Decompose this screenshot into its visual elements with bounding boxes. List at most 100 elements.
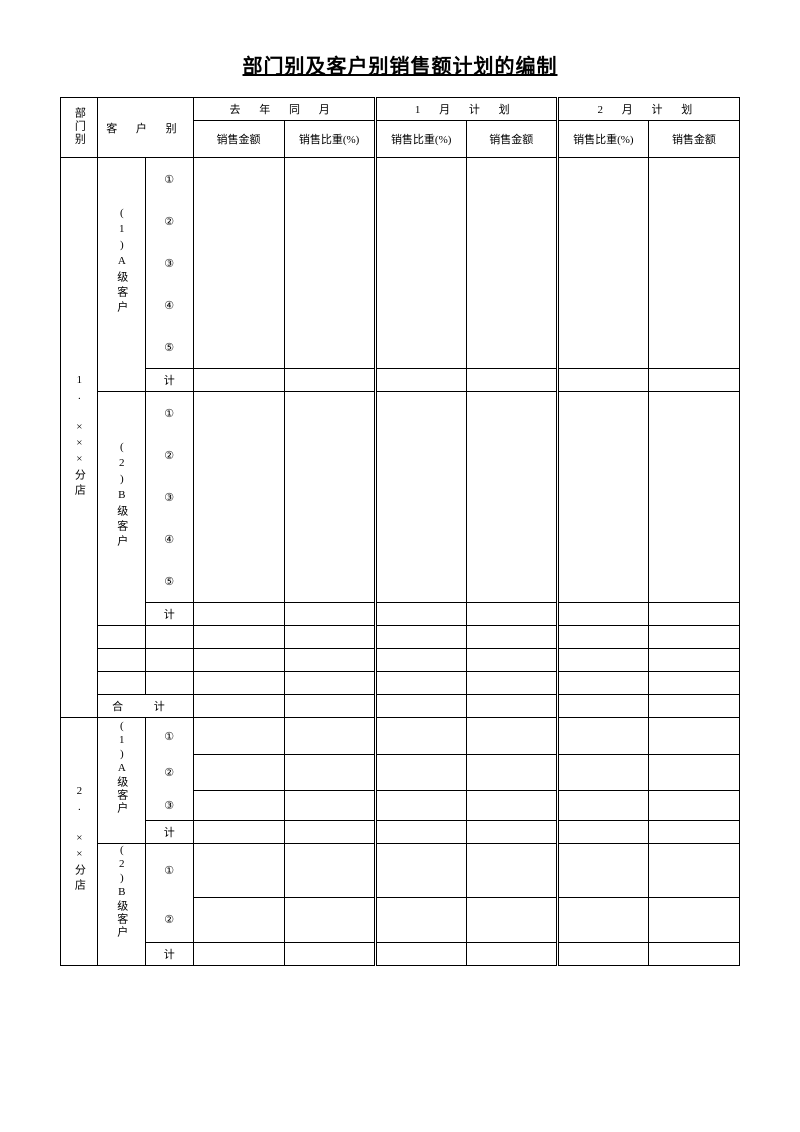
cell bbox=[375, 626, 466, 649]
cell bbox=[193, 392, 284, 603]
cell bbox=[145, 626, 193, 649]
cell bbox=[375, 942, 466, 965]
cell bbox=[466, 942, 557, 965]
cell bbox=[375, 844, 466, 898]
cell bbox=[284, 158, 375, 369]
list-item: ① bbox=[145, 844, 193, 898]
cell bbox=[466, 718, 557, 755]
cell bbox=[466, 158, 557, 369]
cell bbox=[375, 897, 466, 942]
cell bbox=[375, 392, 466, 603]
cell bbox=[466, 790, 557, 821]
cell bbox=[284, 695, 375, 718]
list-item: ① bbox=[145, 718, 193, 755]
list-item: ③ bbox=[145, 242, 193, 284]
cell bbox=[466, 626, 557, 649]
cell bbox=[557, 821, 648, 844]
cell bbox=[375, 790, 466, 821]
cell bbox=[648, 369, 739, 392]
cell bbox=[466, 897, 557, 942]
cell bbox=[648, 649, 739, 672]
cell bbox=[375, 754, 466, 790]
subtotal: 计 bbox=[145, 942, 193, 965]
cell bbox=[284, 369, 375, 392]
cell bbox=[193, 718, 284, 755]
header-last-year: 去 年 同 月 bbox=[193, 98, 375, 121]
header-amount: 销售金额 bbox=[466, 121, 557, 158]
cell bbox=[284, 718, 375, 755]
cell bbox=[466, 672, 557, 695]
cell bbox=[193, 897, 284, 942]
cell bbox=[284, 626, 375, 649]
cell bbox=[466, 369, 557, 392]
dept1-groupB: (2)B级客户 bbox=[98, 392, 146, 603]
cell bbox=[98, 942, 146, 965]
cell bbox=[284, 942, 375, 965]
cell bbox=[284, 649, 375, 672]
cell bbox=[648, 942, 739, 965]
cell bbox=[648, 603, 739, 626]
cell bbox=[193, 754, 284, 790]
cell bbox=[193, 369, 284, 392]
cell bbox=[193, 672, 284, 695]
header-ratio: 销售比重(%) bbox=[284, 121, 375, 158]
cell bbox=[648, 821, 739, 844]
cell bbox=[98, 649, 146, 672]
cell bbox=[466, 603, 557, 626]
cell bbox=[557, 649, 648, 672]
dept2-groupA: (1)A级客户 bbox=[98, 718, 146, 821]
cell bbox=[375, 672, 466, 695]
header-amount: 销售金额 bbox=[648, 121, 739, 158]
list-item: ② bbox=[145, 897, 193, 942]
header-ratio: 销售比重(%) bbox=[557, 121, 648, 158]
cell bbox=[557, 844, 648, 898]
cell bbox=[375, 603, 466, 626]
cell bbox=[145, 672, 193, 695]
cell bbox=[557, 942, 648, 965]
cell bbox=[557, 369, 648, 392]
cell bbox=[648, 790, 739, 821]
list-item: ⑤ bbox=[145, 560, 193, 603]
list-item: ③ bbox=[145, 476, 193, 518]
cell bbox=[557, 718, 648, 755]
cell bbox=[98, 626, 146, 649]
cell bbox=[648, 695, 739, 718]
cell bbox=[284, 821, 375, 844]
cell bbox=[466, 821, 557, 844]
cell bbox=[284, 790, 375, 821]
cell bbox=[193, 790, 284, 821]
cell bbox=[284, 603, 375, 626]
list-item: ② bbox=[145, 434, 193, 476]
header-ratio: 销售比重(%) bbox=[375, 121, 466, 158]
cell bbox=[375, 158, 466, 369]
cell bbox=[375, 821, 466, 844]
cell bbox=[466, 392, 557, 603]
cell bbox=[284, 897, 375, 942]
cell bbox=[284, 672, 375, 695]
cell bbox=[557, 672, 648, 695]
cell bbox=[98, 369, 146, 392]
cell bbox=[648, 754, 739, 790]
list-item: ① bbox=[145, 158, 193, 201]
cell bbox=[193, 603, 284, 626]
cell bbox=[193, 158, 284, 369]
cell bbox=[193, 649, 284, 672]
page-title: 部门别及客户别销售额计划的编制 bbox=[60, 50, 740, 79]
cell bbox=[648, 626, 739, 649]
cell bbox=[648, 392, 739, 603]
cell bbox=[284, 754, 375, 790]
cell bbox=[557, 754, 648, 790]
list-item: ① bbox=[145, 392, 193, 435]
cell bbox=[375, 695, 466, 718]
cell bbox=[145, 649, 193, 672]
dept1-groupA: (1)A级客户 bbox=[98, 158, 146, 369]
list-item: ③ bbox=[145, 790, 193, 821]
subtotal: 计 bbox=[145, 603, 193, 626]
header-amount: 销售金额 bbox=[193, 121, 284, 158]
cell bbox=[193, 695, 284, 718]
cell bbox=[466, 695, 557, 718]
dept2-groupB: (2)B级客户 bbox=[98, 844, 146, 943]
cell bbox=[98, 603, 146, 626]
cell bbox=[98, 672, 146, 695]
header-month1: 1 月 计 划 bbox=[375, 98, 557, 121]
